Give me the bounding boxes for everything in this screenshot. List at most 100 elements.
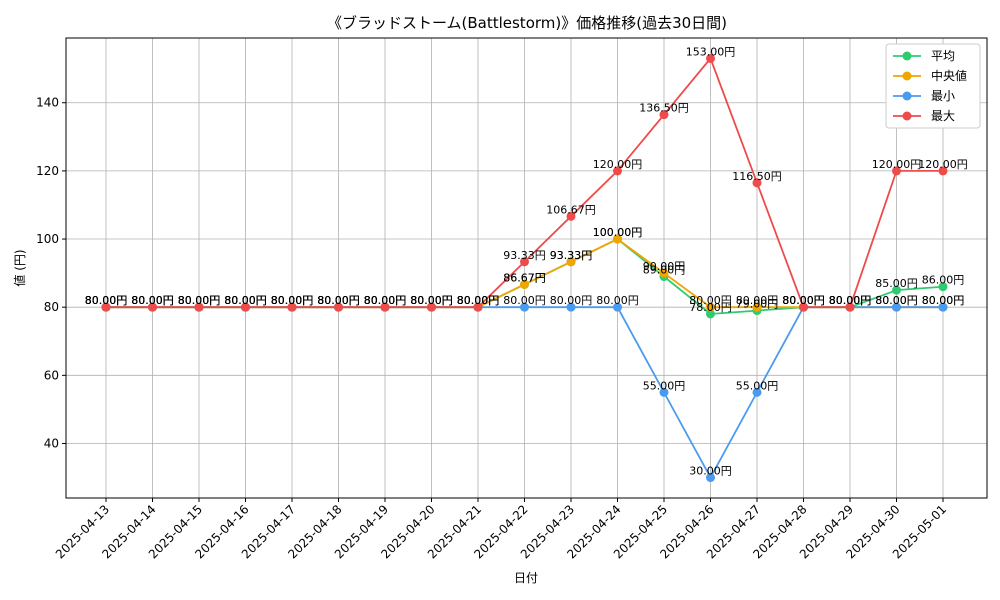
legend-swatch-marker xyxy=(902,111,912,121)
data-label: 86.00円 xyxy=(922,274,965,287)
data-label: 93.33円 xyxy=(550,249,593,262)
y-tick-label: 60 xyxy=(44,368,59,382)
legend-label: 平均 xyxy=(931,49,955,63)
data-point xyxy=(706,473,715,483)
data-point xyxy=(520,302,529,312)
data-label: 80.00円 xyxy=(782,294,825,307)
y-tick-label: 140 xyxy=(36,96,59,110)
data-label: 80.00円 xyxy=(922,294,965,307)
data-label: 89.00円 xyxy=(643,264,686,277)
data-label: 80.00円 xyxy=(85,294,128,307)
data-label: 120.00円 xyxy=(593,158,643,171)
data-label: 80.00円 xyxy=(689,294,732,307)
data-label: 80.00円 xyxy=(317,294,360,307)
data-label: 80.00円 xyxy=(224,294,267,307)
data-label: 86.67円 xyxy=(503,271,546,284)
data-point xyxy=(938,166,948,176)
data-point xyxy=(845,302,855,312)
data-label: 80.00円 xyxy=(271,294,314,307)
data-point xyxy=(892,166,901,176)
data-point xyxy=(659,387,669,397)
data-label: 80.00円 xyxy=(829,294,872,307)
data-label: 80.00円 xyxy=(271,294,314,307)
data-point xyxy=(659,110,669,120)
data-point xyxy=(938,302,948,312)
legend-label: 最小 xyxy=(931,89,955,103)
legend-label: 最大 xyxy=(931,109,955,123)
data-label: 100.00円 xyxy=(593,226,643,239)
data-label: 93.33円 xyxy=(550,249,593,262)
data-point xyxy=(241,302,250,312)
data-label: 80.00円 xyxy=(224,294,267,307)
data-point xyxy=(799,302,808,312)
data-point xyxy=(334,302,343,312)
data-label: 80.00円 xyxy=(85,294,128,307)
data-label: 78.00円 xyxy=(689,301,732,314)
y-axis-ticks: 40 60 80 100 120 140 xyxy=(36,96,66,450)
data-point xyxy=(706,302,715,312)
x-axis-ticks: 2025-04-132025-04-142025-04-152025-04-16… xyxy=(53,498,949,561)
data-label: 80.00円 xyxy=(457,294,500,307)
data-label: 80.00円 xyxy=(410,294,453,307)
data-label: 80.00円 xyxy=(178,294,221,307)
legend-swatch-marker xyxy=(902,71,912,81)
grid xyxy=(66,38,987,498)
data-point xyxy=(427,302,436,312)
y-tick-label: 40 xyxy=(44,436,59,450)
data-label: 80.00円 xyxy=(410,294,453,307)
data-label: 116.50円 xyxy=(732,170,782,183)
legend-box xyxy=(885,43,981,129)
data-label: 80.00円 xyxy=(596,294,639,307)
data-point xyxy=(613,302,622,312)
plot-frame xyxy=(65,37,988,499)
data-label: 80.00円 xyxy=(271,294,314,307)
data-label: 80.00円 xyxy=(736,294,779,307)
data-point xyxy=(892,302,901,312)
data-label: 153.00円 xyxy=(686,45,736,58)
data-point xyxy=(566,257,576,267)
data-label: 80.00円 xyxy=(131,294,174,307)
data-label: 80.00円 xyxy=(410,294,453,307)
data-label: 80.00円 xyxy=(317,294,360,307)
data-label: 86.67円 xyxy=(503,271,546,284)
data-label: 80.00円 xyxy=(85,294,128,307)
data-point xyxy=(101,302,111,312)
data-point xyxy=(287,302,297,312)
data-label: 80.00円 xyxy=(364,294,407,307)
data-label: 80.00円 xyxy=(782,294,825,307)
data-point xyxy=(613,234,622,244)
data-label: 80.00円 xyxy=(224,294,267,307)
data-label: 80.00円 xyxy=(178,294,221,307)
data-point xyxy=(938,282,948,292)
data-label: 106.67円 xyxy=(546,203,596,216)
data-label: 120.00円 xyxy=(918,158,968,171)
data-label: 80.00円 xyxy=(178,294,221,307)
data-label: 80.00円 xyxy=(503,294,546,307)
data-label: 80.00円 xyxy=(224,294,267,307)
data-point xyxy=(892,285,901,295)
data-label: 55.00円 xyxy=(736,379,779,392)
data-label: 80.00円 xyxy=(829,294,872,307)
data-label: 80.00円 xyxy=(457,294,500,307)
data-label: 80.00円 xyxy=(85,294,128,307)
data-point xyxy=(752,387,762,397)
series-lines xyxy=(101,53,948,483)
data-label: 55.00円 xyxy=(643,379,686,392)
data-label: 80.00円 xyxy=(271,294,314,307)
data-point xyxy=(520,279,529,289)
data-label: 80.00円 xyxy=(829,294,872,307)
y-tick-label: 120 xyxy=(36,164,59,178)
data-label: 80.00円 xyxy=(782,294,825,307)
legend-swatch-marker xyxy=(902,51,912,61)
data-label: 120.00円 xyxy=(872,158,922,171)
data-point xyxy=(566,302,576,312)
data-point xyxy=(148,302,157,312)
legend-swatch-marker xyxy=(902,91,912,101)
y-tick-label: 80 xyxy=(44,300,59,314)
data-label: 80.00円 xyxy=(550,294,593,307)
data-label: 80.00円 xyxy=(457,294,500,307)
data-label: 80.00円 xyxy=(364,294,407,307)
data-label: 93.33円 xyxy=(503,249,546,262)
